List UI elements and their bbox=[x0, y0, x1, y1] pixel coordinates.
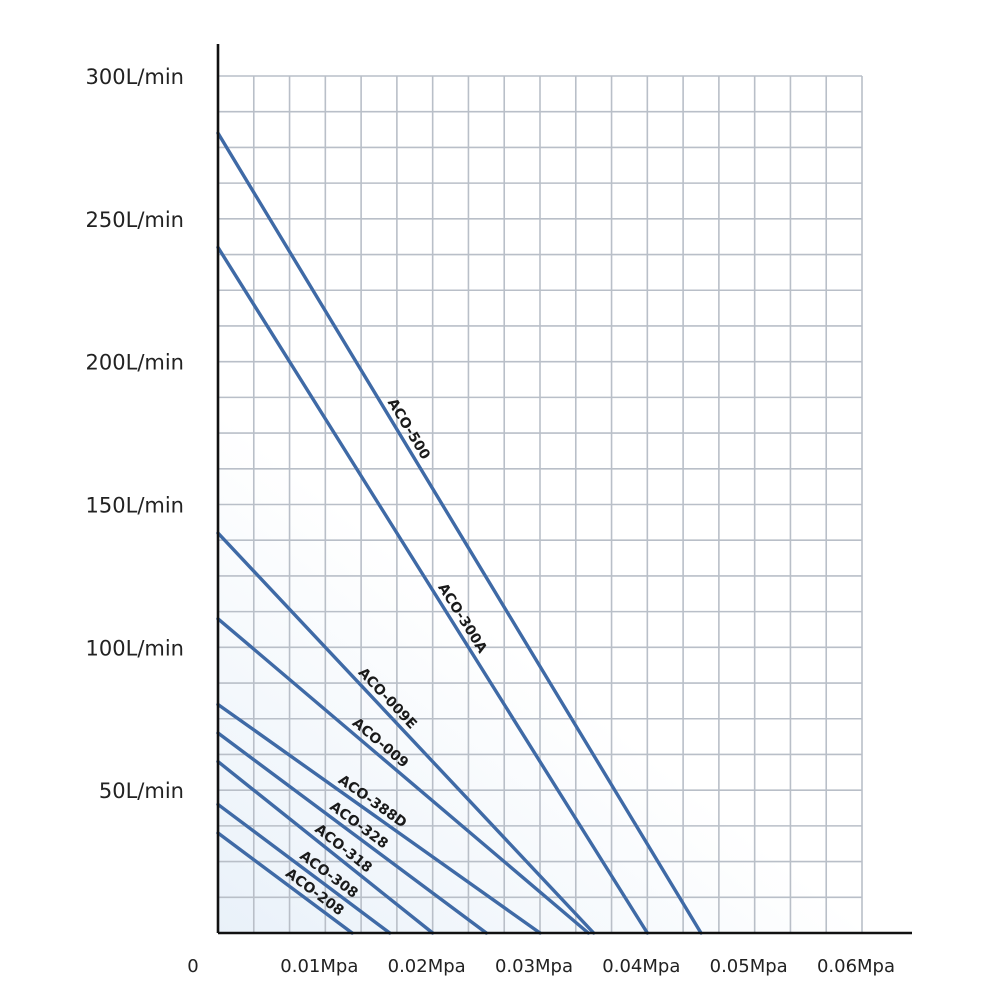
series-line-aco-208 bbox=[216, 831, 354, 935]
series-line-aco-009e bbox=[216, 531, 596, 935]
y-tick-label: 50L/min bbox=[99, 779, 184, 803]
y-tick-label: 300L/min bbox=[86, 65, 184, 89]
series-line-aco-318 bbox=[216, 759, 435, 935]
x-tick-label: 0.03Mpa bbox=[495, 956, 573, 977]
series-line-aco-328 bbox=[216, 731, 489, 935]
origin-label: 0 bbox=[187, 956, 198, 977]
y-tick-label: 200L/min bbox=[86, 351, 184, 375]
series-line-aco-388d bbox=[216, 702, 542, 935]
x-tick-label: 0.04Mpa bbox=[602, 956, 680, 977]
x-tick-label: 0.05Mpa bbox=[710, 956, 788, 977]
series-line-aco-500 bbox=[216, 131, 703, 935]
curves bbox=[216, 131, 703, 935]
x-tick-label: 0.01Mpa bbox=[280, 956, 358, 977]
axes bbox=[216, 44, 912, 935]
x-tick-label: 0.02Mpa bbox=[388, 956, 466, 977]
series-line-aco-308 bbox=[216, 802, 392, 935]
y-tick-label: 150L/min bbox=[86, 494, 184, 518]
y-tick-label: 100L/min bbox=[86, 636, 184, 660]
x-tick-label: 0.06Mpa bbox=[817, 956, 895, 977]
y-tick-label: 250L/min bbox=[86, 208, 184, 232]
series-line-aco-300a bbox=[216, 245, 650, 935]
series-line-aco-009 bbox=[216, 617, 590, 935]
tick-labels: 50L/min 100L/min 150L/min 200L/min 250L/min 3… bbox=[86, 65, 896, 977]
